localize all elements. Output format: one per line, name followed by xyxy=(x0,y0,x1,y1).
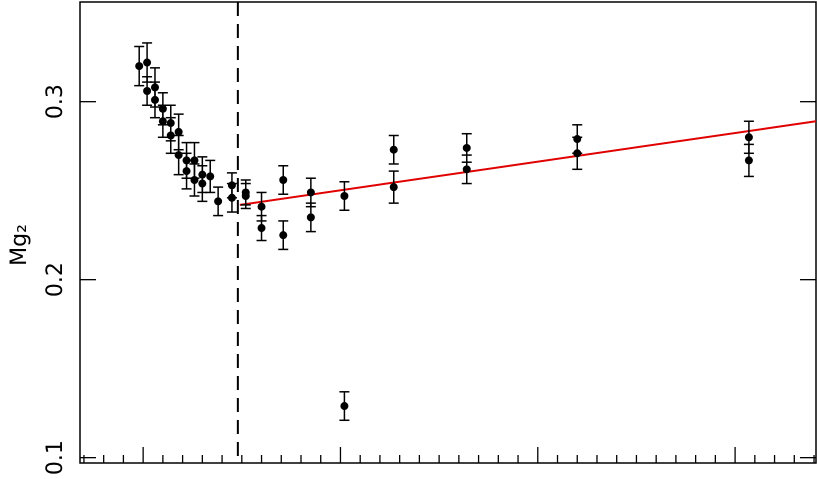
point xyxy=(389,145,398,154)
point xyxy=(279,231,288,240)
point xyxy=(306,213,315,222)
y-tick-label: 0.1 xyxy=(43,440,68,475)
point xyxy=(340,402,349,411)
point xyxy=(462,143,471,152)
point xyxy=(462,165,471,174)
fit-line xyxy=(239,120,817,206)
point xyxy=(135,62,144,71)
point xyxy=(150,95,159,104)
point xyxy=(744,133,753,142)
plot-frame xyxy=(79,1,817,464)
point xyxy=(174,127,183,136)
point xyxy=(198,179,207,188)
y-tick-label: 0.3 xyxy=(43,84,68,119)
point xyxy=(257,224,266,233)
point xyxy=(158,117,167,126)
point xyxy=(214,197,223,206)
point xyxy=(279,175,288,184)
point xyxy=(143,58,152,67)
y-axis-label: Mg₂ xyxy=(7,224,32,266)
point xyxy=(143,86,152,95)
point xyxy=(241,192,250,201)
point xyxy=(182,167,191,176)
point xyxy=(306,188,315,197)
point xyxy=(340,192,349,201)
point xyxy=(389,183,398,192)
point xyxy=(206,172,215,181)
y-tick-label: 0.2 xyxy=(43,262,68,297)
point xyxy=(573,149,582,158)
point xyxy=(257,202,266,211)
point xyxy=(744,156,753,165)
point xyxy=(166,131,175,140)
point xyxy=(190,156,199,165)
point xyxy=(190,175,199,184)
point xyxy=(227,193,236,202)
point xyxy=(174,151,183,160)
